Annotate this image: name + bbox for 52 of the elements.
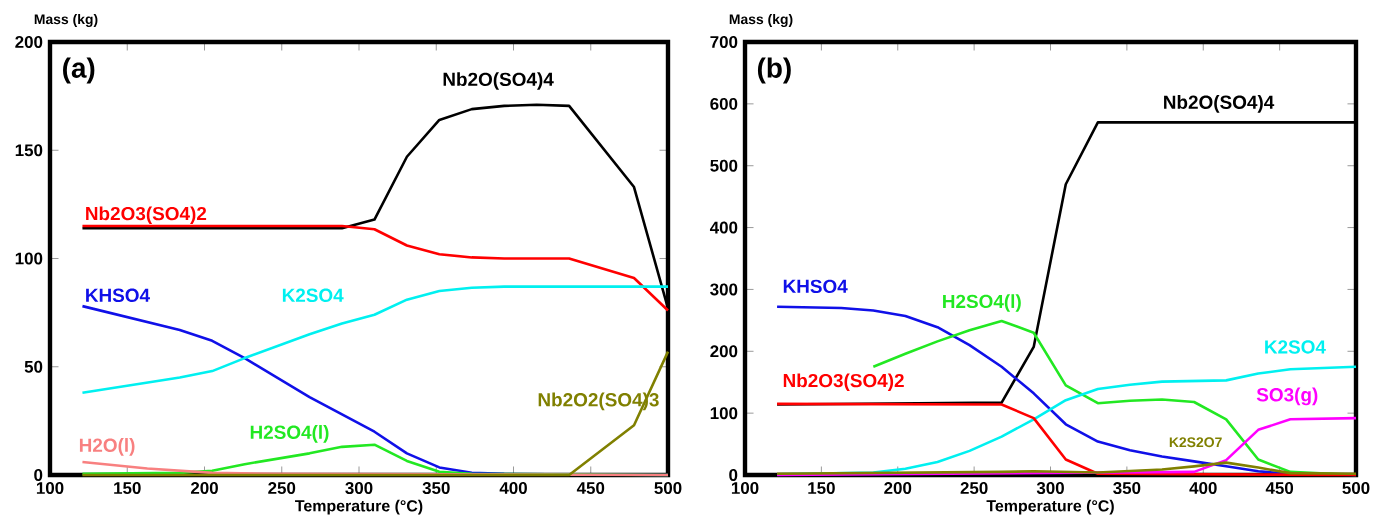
y-tick-label: 200 [15,36,43,48]
x-tick-label: 450 [576,482,605,495]
x-tick-label: 150 [114,482,141,495]
series-label: H2SO4(l) [250,425,329,443]
x-axis-title: Temperature (°C) [986,499,1114,515]
x-tick-label: 300 [345,482,373,495]
series-label: SO3(g) [1256,387,1318,406]
y-tick-label: 300 [710,283,738,296]
line-series [81,224,670,312]
series-label: K2S2O7 [1169,437,1222,448]
x-tick-label: 200 [190,482,218,495]
y-axis-title: Mass (kg) [729,13,793,27]
y-tick-label: 0 [729,469,738,481]
x-tick-label: 250 [268,482,296,495]
series-label: KHSO4 [86,288,150,303]
series-label: K2SO4 [282,288,344,303]
y-tick-label: 500 [710,159,738,172]
x-tick-label: 500 [1342,482,1370,495]
x-tick-label: 350 [1113,482,1141,495]
series-label: H2SO4(l) [943,294,1021,312]
y-tick-label: 100 [710,407,738,420]
y-tick-label: 700 [710,36,738,48]
series-label: Nb2O3(SO4)2 [86,206,207,225]
x-tick-label: 150 [808,482,835,495]
y-tick-label: 100 [15,252,43,265]
y-axis-title: Mass (kg) [34,13,98,27]
series-label: KHSO4 [783,279,848,294]
series-label: Nb2O3(SO4)2 [783,373,904,392]
x-tick-label: 400 [1189,482,1217,495]
text: (a) [63,57,95,84]
x-axis-title: Temperature (°C) [295,499,423,515]
series-label: Nb2O(SO4)4 [1164,95,1275,113]
series-label: Nb2O(SO4)4 [443,72,554,90]
y-tick-label: 50 [24,360,43,373]
series-label: H2O(l) [79,438,135,456]
x-tick-label: 300 [1036,482,1064,495]
y-tick-label: 200 [710,345,738,358]
x-tick-label: 100 [731,482,759,495]
line-series [775,461,1358,476]
x-tick-label: 400 [499,482,527,495]
x-tick-label: 500 [654,482,682,495]
x-tick-label: 200 [884,482,912,495]
x-tick-label: 100 [36,482,64,495]
x-tick-label: 250 [960,482,988,495]
x-tick-label: 350 [422,482,450,495]
series-label: K2SO4 [1265,340,1326,354]
y-tick-label: 150 [15,144,43,157]
text: (b) [757,57,791,84]
y-tick-label: 400 [709,221,738,234]
y-tick-label: 0 [34,469,43,481]
x-tick-label: 450 [1265,482,1294,495]
y-tick-label: 600 [710,97,738,110]
